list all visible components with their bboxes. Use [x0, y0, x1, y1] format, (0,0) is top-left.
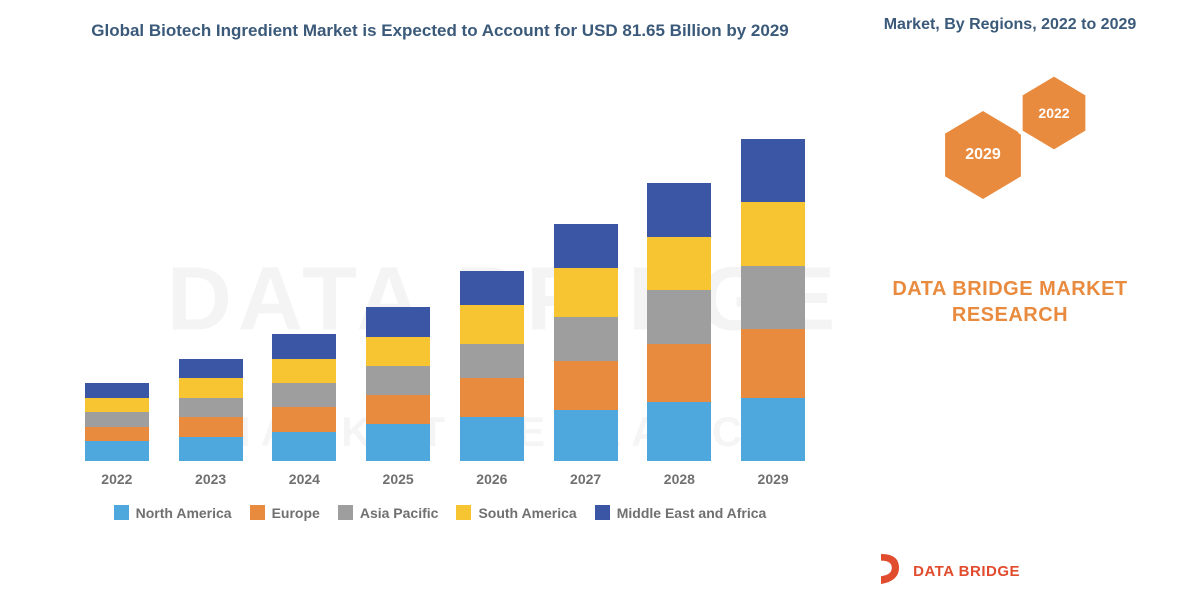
- bars-group: [70, 61, 820, 461]
- legend-label: South America: [478, 505, 576, 521]
- bar-column: [647, 183, 711, 461]
- x-axis-label: 2025: [366, 471, 430, 487]
- bar-column: [272, 334, 336, 461]
- bar-segment: [460, 378, 524, 417]
- legend-label: North America: [136, 505, 232, 521]
- hex-2022-label: 2022: [1038, 105, 1069, 121]
- side-title: Market, By Regions, 2022 to 2029: [850, 14, 1170, 36]
- footer-logo-icon: [875, 551, 905, 592]
- bar-plot: [70, 61, 820, 461]
- bar-segment: [741, 266, 805, 329]
- x-axis-label: 2022: [85, 471, 149, 487]
- main-container: Global Biotech Ingredient Market is Expe…: [0, 0, 1200, 600]
- bar-segment: [647, 183, 711, 237]
- bar-column: [366, 307, 430, 461]
- bar-segment: [460, 271, 524, 305]
- hex-badge-2029: 2029: [940, 106, 1026, 204]
- bar-segment: [647, 290, 711, 344]
- bar-segment: [179, 398, 243, 418]
- bar-column: [179, 359, 243, 461]
- bar-segment: [272, 334, 336, 358]
- legend-swatch: [250, 505, 265, 520]
- bar-segment: [460, 305, 524, 344]
- bar-segment: [554, 268, 618, 317]
- legend-label: Middle East and Africa: [617, 505, 767, 521]
- legend-swatch: [338, 505, 353, 520]
- legend-item: Middle East and Africa: [595, 505, 767, 521]
- bar-segment: [366, 424, 430, 461]
- x-axis-label: 2023: [179, 471, 243, 487]
- footer-logo-text: DATA BRIDGE: [913, 564, 1020, 580]
- x-axis-label: 2029: [741, 471, 805, 487]
- hex-badge-group: 2029 2022: [850, 66, 1170, 256]
- bar-segment: [272, 432, 336, 461]
- bar-segment: [554, 361, 618, 410]
- bar-segment: [272, 359, 336, 383]
- bar-segment: [741, 202, 805, 265]
- bar-segment: [85, 398, 149, 413]
- bar-segment: [647, 402, 711, 461]
- bar-segment: [554, 410, 618, 461]
- x-axis: 2022 2023 2024 2025 2026 2027 2028 2029: [70, 471, 820, 487]
- bar-segment: [366, 307, 430, 336]
- bar-segment: [272, 383, 336, 407]
- chart-title: Global Biotech Ingredient Market is Expe…: [60, 20, 820, 43]
- bar-segment: [741, 329, 805, 397]
- bar-column: [85, 383, 149, 461]
- bar-segment: [647, 237, 711, 291]
- bar-column: [554, 224, 618, 461]
- bar-segment: [366, 366, 430, 395]
- bar-segment: [179, 359, 243, 379]
- legend-swatch: [114, 505, 129, 520]
- legend-item: Europe: [250, 505, 320, 521]
- bar-segment: [179, 417, 243, 437]
- x-axis-label: 2028: [647, 471, 711, 487]
- bar-segment: [179, 378, 243, 398]
- bar-column: [460, 271, 524, 461]
- x-axis-label: 2027: [554, 471, 618, 487]
- bar-segment: [741, 139, 805, 202]
- legend-label: Asia Pacific: [360, 505, 439, 521]
- bar-segment: [272, 407, 336, 431]
- legend-swatch: [595, 505, 610, 520]
- bar-segment: [179, 437, 243, 461]
- bar-segment: [366, 337, 430, 366]
- legend-item: Asia Pacific: [338, 505, 439, 521]
- x-axis-label: 2026: [460, 471, 524, 487]
- bar-segment: [85, 427, 149, 442]
- bar-segment: [85, 383, 149, 398]
- bar-column: [741, 139, 805, 461]
- bar-segment: [741, 398, 805, 461]
- footer-brand-top: DATA BRIDGE: [913, 564, 1020, 580]
- hex-badge-2022: 2022: [1018, 72, 1090, 154]
- legend-label: Europe: [272, 505, 320, 521]
- legend-item: North America: [114, 505, 232, 521]
- brand-text: DATA BRIDGE MARKET RESEARCH: [850, 276, 1170, 328]
- bar-segment: [460, 344, 524, 378]
- bar-segment: [85, 441, 149, 461]
- bar-segment: [554, 224, 618, 268]
- chart-area: Global Biotech Ingredient Market is Expe…: [0, 0, 840, 600]
- legend-swatch: [456, 505, 471, 520]
- bar-segment: [647, 344, 711, 403]
- bar-segment: [366, 395, 430, 424]
- brand-line1: DATA BRIDGE MARKET: [850, 276, 1170, 302]
- x-axis-label: 2024: [272, 471, 336, 487]
- bar-segment: [85, 412, 149, 427]
- bar-segment: [554, 317, 618, 361]
- footer-logo: DATA BRIDGE: [875, 551, 1020, 592]
- brand-line2: RESEARCH: [850, 302, 1170, 328]
- hex-2029-label: 2029: [965, 146, 1001, 164]
- legend: North America Europe Asia Pacific South Ame…: [60, 505, 820, 521]
- legend-item: South America: [456, 505, 576, 521]
- bar-segment: [460, 417, 524, 461]
- side-area: Market, By Regions, 2022 to 2029 2029 20…: [840, 0, 1200, 600]
